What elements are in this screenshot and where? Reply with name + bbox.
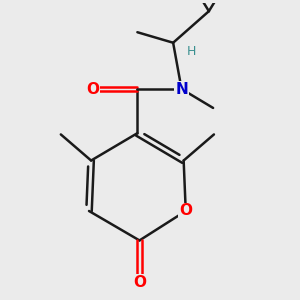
Text: O: O: [87, 82, 100, 97]
Text: H: H: [187, 46, 196, 59]
Text: O: O: [133, 275, 146, 290]
Text: N: N: [175, 82, 188, 97]
Text: O: O: [179, 203, 192, 218]
